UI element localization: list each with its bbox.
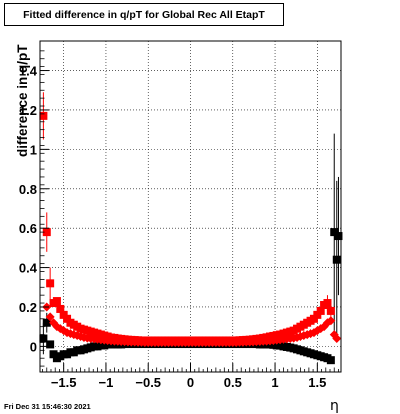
x-tick-label: −0.5 xyxy=(135,375,161,390)
data-point xyxy=(332,334,342,344)
data-point xyxy=(46,279,55,288)
timestamp: Fri Dec 31 15:46:30 2021 xyxy=(4,402,91,411)
chart-title: Fitted difference in q/pT for Global Rec… xyxy=(4,3,284,26)
data-point xyxy=(326,356,335,365)
data-point xyxy=(46,340,55,349)
x-tick-label: −1.5 xyxy=(51,375,77,390)
data-point xyxy=(332,255,341,264)
data-point xyxy=(326,316,336,326)
x-tick-label: −1 xyxy=(99,375,114,390)
y-tick-label: 0.4 xyxy=(19,261,38,276)
x-tick-label: 1.5 xyxy=(308,375,326,390)
axis-ticks xyxy=(40,50,339,372)
data-point xyxy=(42,318,51,327)
data-point xyxy=(45,312,55,322)
data-point xyxy=(52,297,61,306)
x-axis-label: η xyxy=(330,398,339,414)
y-tick-label: 1.4 xyxy=(19,64,38,79)
tick-labels: −1.5 −1 −0.5 0 0.5 1 1.5 0 0.2 0.4 0.6 0.8 1 1.2 1.4 xyxy=(19,64,326,390)
y-axis-label: difference in q/pT xyxy=(15,44,30,157)
y-tick-label: 0.8 xyxy=(19,182,37,197)
data-point xyxy=(42,228,51,237)
data-point xyxy=(334,232,343,241)
x-tick-label: 1 xyxy=(271,375,278,390)
data-point xyxy=(326,306,335,315)
y-tick-label: 0.2 xyxy=(19,300,37,315)
data-point xyxy=(323,299,332,308)
data-point xyxy=(316,306,325,315)
data-point xyxy=(330,228,339,237)
y-tick-label: 0 xyxy=(30,339,37,354)
x-tick-label: 0 xyxy=(187,375,194,390)
data-markers xyxy=(39,111,343,365)
data-point xyxy=(39,111,48,120)
data-point xyxy=(55,324,65,334)
x-tick-label: 0.5 xyxy=(224,375,242,390)
y-tick-label: 1 xyxy=(30,142,37,157)
y-tick-label: 1.2 xyxy=(19,103,37,118)
data-point xyxy=(56,304,65,313)
y-tick-label: 0.6 xyxy=(19,221,37,236)
data-point xyxy=(39,334,48,343)
